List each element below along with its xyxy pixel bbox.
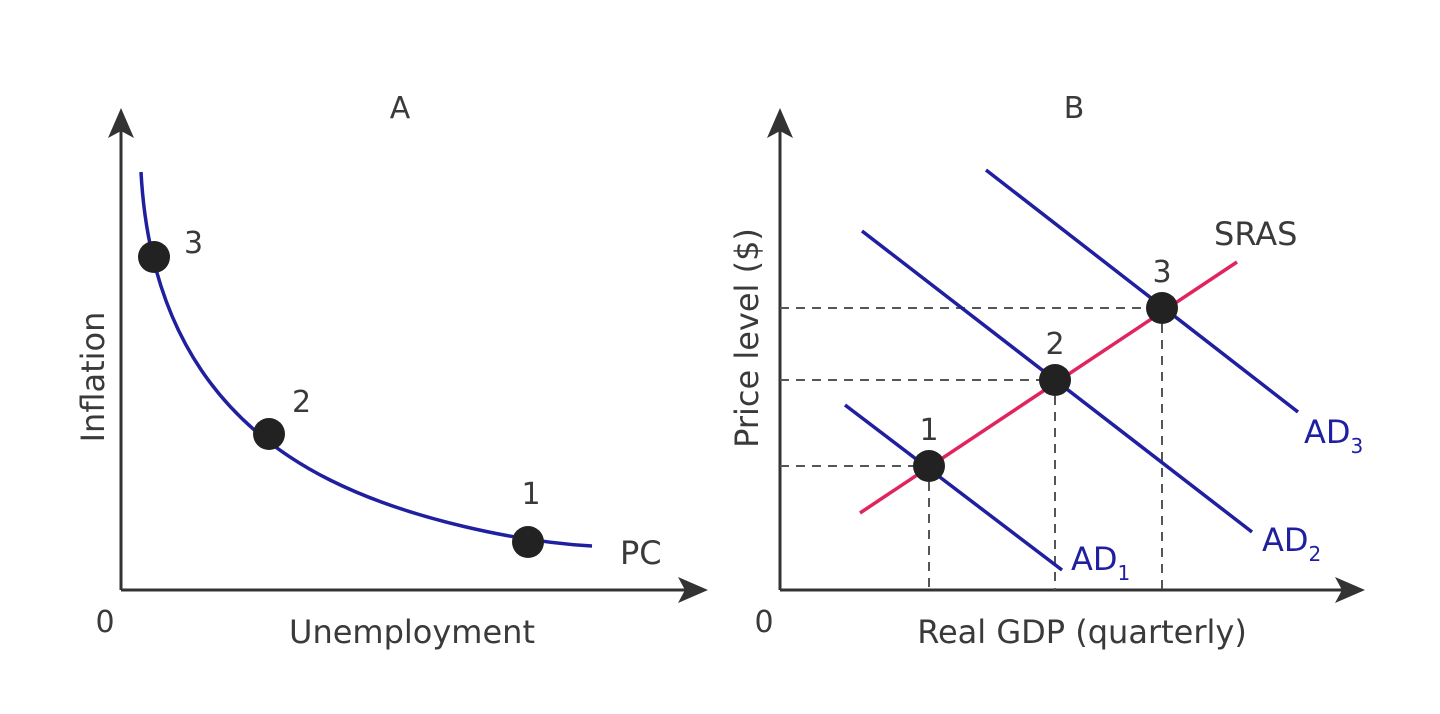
panel-a-x-label: Unemployment [289, 613, 535, 651]
ad1-label-sub: 1 [1118, 561, 1131, 585]
panel-a-point-2 [253, 418, 285, 450]
panel-b-y-arrow [767, 108, 793, 138]
sras-label: SRAS [1214, 215, 1297, 253]
panel-b-point-1 [913, 450, 945, 482]
panel-b-point-2 [1039, 364, 1071, 396]
ad3-label-sub: 3 [1351, 434, 1364, 458]
ad3-label-base: AD [1304, 413, 1351, 451]
panel-b-title: B [1064, 91, 1085, 126]
panel-b-y-label: Price level ($) [728, 228, 766, 448]
ad2-label-sub: 2 [1309, 542, 1322, 566]
panel-a-point-1-label: 1 [521, 477, 540, 512]
ad1-curve [843, 403, 1064, 572]
panel-b-x-label: Real GDP (quarterly) [917, 613, 1247, 651]
panel-b-point-2-label: 2 [1045, 327, 1064, 362]
panel-a-y-arrow [108, 108, 134, 138]
panel-b-x-arrow [1335, 577, 1365, 603]
ad3-curve [984, 168, 1300, 414]
panel-a-point-2-label: 2 [292, 385, 311, 420]
panel-a-point-3 [138, 241, 170, 273]
panel-a: A 0 Unemployment Inflation PC 3 2 1 [74, 91, 708, 651]
panel-b-point-1-label: 1 [919, 413, 938, 448]
ad2-label: AD2 [1262, 521, 1321, 566]
ad1-label: AD1 [1071, 540, 1130, 585]
panel-a-origin: 0 [95, 605, 114, 640]
panel-b-point-3-label: 3 [1152, 255, 1171, 290]
ad2-label-base: AD [1262, 521, 1309, 559]
phillips-curve [139, 171, 593, 548]
panel-a-point-1 [512, 526, 544, 558]
guide-lines [780, 307, 1163, 590]
panel-a-x-arrow [678, 577, 708, 603]
ad3-label: AD3 [1304, 413, 1363, 458]
panel-b-origin: 0 [754, 605, 773, 640]
panel-b: B 0 Real GDP (quarterly) Price level ($)… [728, 91, 1365, 651]
phillips-curve-label: PC [620, 534, 662, 572]
panel-a-point-3-label: 3 [184, 226, 203, 261]
panel-a-y-label: Inflation [74, 312, 112, 443]
ad1-label-base: AD [1071, 540, 1118, 578]
panel-a-title: A [390, 91, 411, 126]
panel-b-point-3 [1146, 292, 1178, 324]
